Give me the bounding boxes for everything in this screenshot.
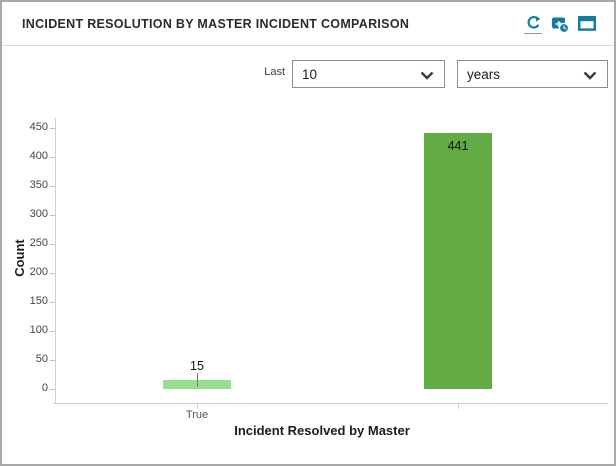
y-tick xyxy=(50,331,55,332)
bar[interactable] xyxy=(424,133,492,389)
bar-chart: Count Incident Resolved by Master 0 50 100… xyxy=(2,48,614,464)
chevron-down-icon xyxy=(420,71,434,80)
value-label: 15 xyxy=(190,359,204,374)
x-category-label: True xyxy=(185,409,209,421)
y-tick xyxy=(50,128,55,129)
y-tick-label: 200 xyxy=(29,266,48,278)
refresh-icon[interactable] xyxy=(524,14,542,34)
y-tick xyxy=(50,244,55,245)
time-unit-value: years xyxy=(467,66,501,82)
y-tick-label: 100 xyxy=(29,324,48,336)
y-tick xyxy=(50,389,55,390)
last-label: Last xyxy=(264,66,285,78)
y-tick-label: 300 xyxy=(29,208,48,220)
y-tick-label: 450 xyxy=(29,121,48,133)
scheduled-export-icon[interactable] xyxy=(551,15,569,33)
y-axis-line xyxy=(55,118,56,403)
y-tick xyxy=(50,186,55,187)
header-toolbar xyxy=(524,14,596,34)
y-tick xyxy=(50,215,55,216)
y-tick xyxy=(50,157,55,158)
widget-title: INCIDENT RESOLUTION BY MASTER INCIDENT C… xyxy=(22,16,410,31)
y-tick-label: 350 xyxy=(29,179,48,191)
x-tick xyxy=(197,403,198,409)
y-tick-label: 400 xyxy=(29,150,48,162)
x-tick xyxy=(458,403,459,409)
x-axis-title: Incident Resolved by Master xyxy=(234,423,410,438)
chevron-down-icon xyxy=(583,71,597,80)
maximize-icon[interactable] xyxy=(578,15,596,33)
value-leader-line xyxy=(197,373,198,388)
widget-header: INCIDENT RESOLUTION BY MASTER INCIDENT C… xyxy=(2,2,614,46)
y-tick xyxy=(50,302,55,303)
y-tick-label: 250 xyxy=(29,237,48,249)
y-tick-label: 150 xyxy=(29,295,48,307)
x-axis-line xyxy=(53,403,608,404)
value-label: 441 xyxy=(447,139,469,154)
y-tick-label: 0 xyxy=(41,382,48,394)
last-number-value: 10 xyxy=(302,66,318,82)
y-tick xyxy=(50,360,55,361)
time-unit-select[interactable]: years xyxy=(457,60,608,88)
y-tick xyxy=(50,273,55,274)
y-tick-label: 50 xyxy=(35,353,48,365)
last-number-select[interactable]: 10 xyxy=(292,60,445,88)
